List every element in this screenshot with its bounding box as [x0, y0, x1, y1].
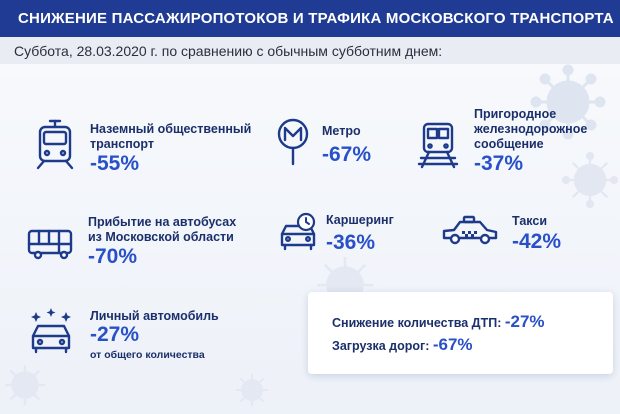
- subtitle-bar: Суббота, 28.03.2020 г. по сравнению с об…: [0, 37, 620, 64]
- car-icon: [31, 308, 71, 354]
- carsharing-label: Каршеринг: [326, 213, 394, 227]
- suburban-rail-label: Пригородное: [474, 107, 557, 121]
- bus-icon: [27, 229, 73, 260]
- taxi-label: Такси: [512, 214, 548, 228]
- roads-label: Загрузка дорог:: [332, 339, 430, 353]
- tram-icon: [36, 119, 74, 170]
- taxi-icon: [442, 215, 498, 245]
- page-title: СНИЖЕНИЕ ПАССАЖИРОПОТОКОВ И ТРАФИКА МОСК…: [18, 10, 614, 27]
- bus-arrivals-value: -70%: [88, 245, 138, 268]
- bus-arrivals-label: из Московской области: [88, 230, 234, 244]
- virus-decoration-icon: [5, 365, 45, 405]
- metro-icon: [277, 118, 309, 166]
- accidents-label: Снижение количества ДТП:: [332, 316, 502, 330]
- personal-car-label: Личный автомобиль: [90, 309, 219, 323]
- header-bar: СНИЖЕНИЕ ПАССАЖИРОПОТОКОВ И ТРАФИКА МОСК…: [0, 0, 620, 37]
- train-icon: [417, 122, 459, 169]
- summary-card: Снижение количества ДТП: -27% Загрузка д…: [308, 292, 613, 374]
- virus-decoration-icon: [530, 64, 606, 140]
- suburban-rail-value: -37%: [474, 152, 524, 175]
- metro-value: -67%: [322, 143, 372, 166]
- virus-decoration-icon: [236, 374, 268, 406]
- accidents-row: Снижение количества ДТП: -27%: [332, 312, 545, 332]
- roads-value: -67%: [432, 335, 473, 354]
- carsharing-value: -36%: [326, 231, 376, 254]
- personal-car-value: -27%: [90, 323, 140, 346]
- taxi-value: -42%: [512, 230, 562, 253]
- suburban-rail-label: сообщение: [474, 137, 544, 151]
- bus-arrivals-label: Прибытие на автобусах: [88, 215, 237, 229]
- carsharing-icon: [280, 212, 316, 251]
- metro-label: Метро: [322, 124, 361, 138]
- ground-transport-label: Наземный общественный: [90, 122, 252, 136]
- suburban-rail-label: железнодорожное: [474, 122, 588, 136]
- page-subtitle: Суббота, 28.03.2020 г. по сравнению с об…: [14, 42, 443, 59]
- ground-transport-value: -55%: [90, 152, 140, 175]
- ground-transport-label: транспорт: [90, 137, 154, 151]
- virus-decoration-icon: [561, 151, 619, 209]
- personal-car-note: от общего количества: [90, 349, 205, 361]
- accidents-value: -27%: [504, 312, 545, 331]
- roads-row: Загрузка дорог: -67%: [332, 335, 473, 355]
